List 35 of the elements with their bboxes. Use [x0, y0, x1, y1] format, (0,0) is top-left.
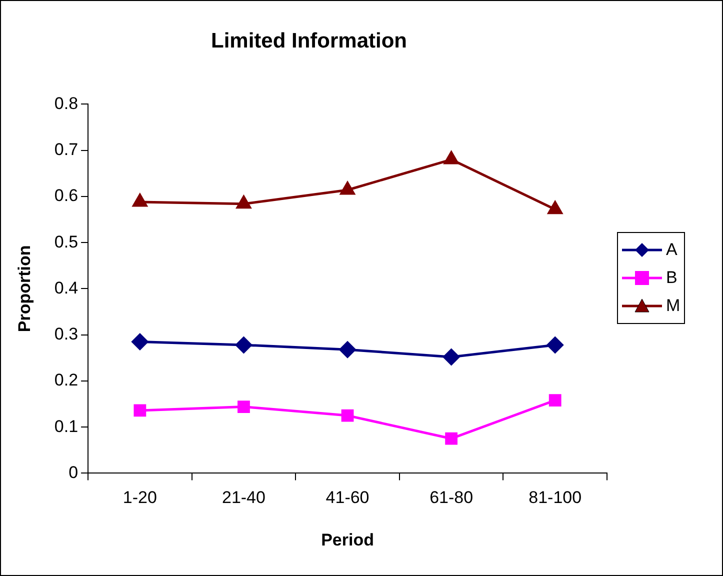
chart-title: Limited Information: [211, 29, 407, 52]
x-tick-label: 41-60: [326, 488, 370, 508]
x-tick-label: 1-20: [122, 488, 157, 508]
point: [339, 341, 356, 358]
point: [236, 196, 252, 209]
y-tick-label: 0.6: [54, 186, 78, 206]
point: [443, 348, 460, 366]
legend-label: M: [666, 296, 680, 316]
y-tick-label: 0.7: [54, 140, 78, 160]
y-tick-label: 0.8: [54, 94, 78, 113]
y-tick-label: 0.3: [54, 324, 78, 344]
point: [132, 194, 148, 207]
point: [546, 336, 564, 354]
point: [444, 151, 459, 164]
x-tick-label: 61-80: [430, 488, 474, 508]
point: [134, 404, 146, 417]
y-tick-label: 0: [68, 462, 78, 482]
point: [132, 333, 148, 350]
y-tick-label: 0.1: [54, 416, 78, 436]
legend-label: B: [666, 268, 678, 288]
point: [340, 182, 355, 195]
point: [548, 201, 562, 214]
point: [341, 409, 354, 422]
legend-label: A: [666, 240, 678, 260]
x-tick-label: 81-100: [528, 488, 582, 508]
point: [238, 400, 250, 413]
point: [235, 336, 252, 354]
y-tick-label: 0.2: [54, 370, 78, 390]
y-tick-label: 0.5: [54, 232, 78, 252]
x-tick-label: 21-40: [222, 488, 266, 508]
point: [445, 432, 458, 445]
y-axis-title: Proportion: [14, 245, 34, 332]
x-axis-title: Period: [321, 530, 374, 550]
y-tick-label: 0.4: [54, 278, 78, 298]
point: [548, 394, 562, 407]
